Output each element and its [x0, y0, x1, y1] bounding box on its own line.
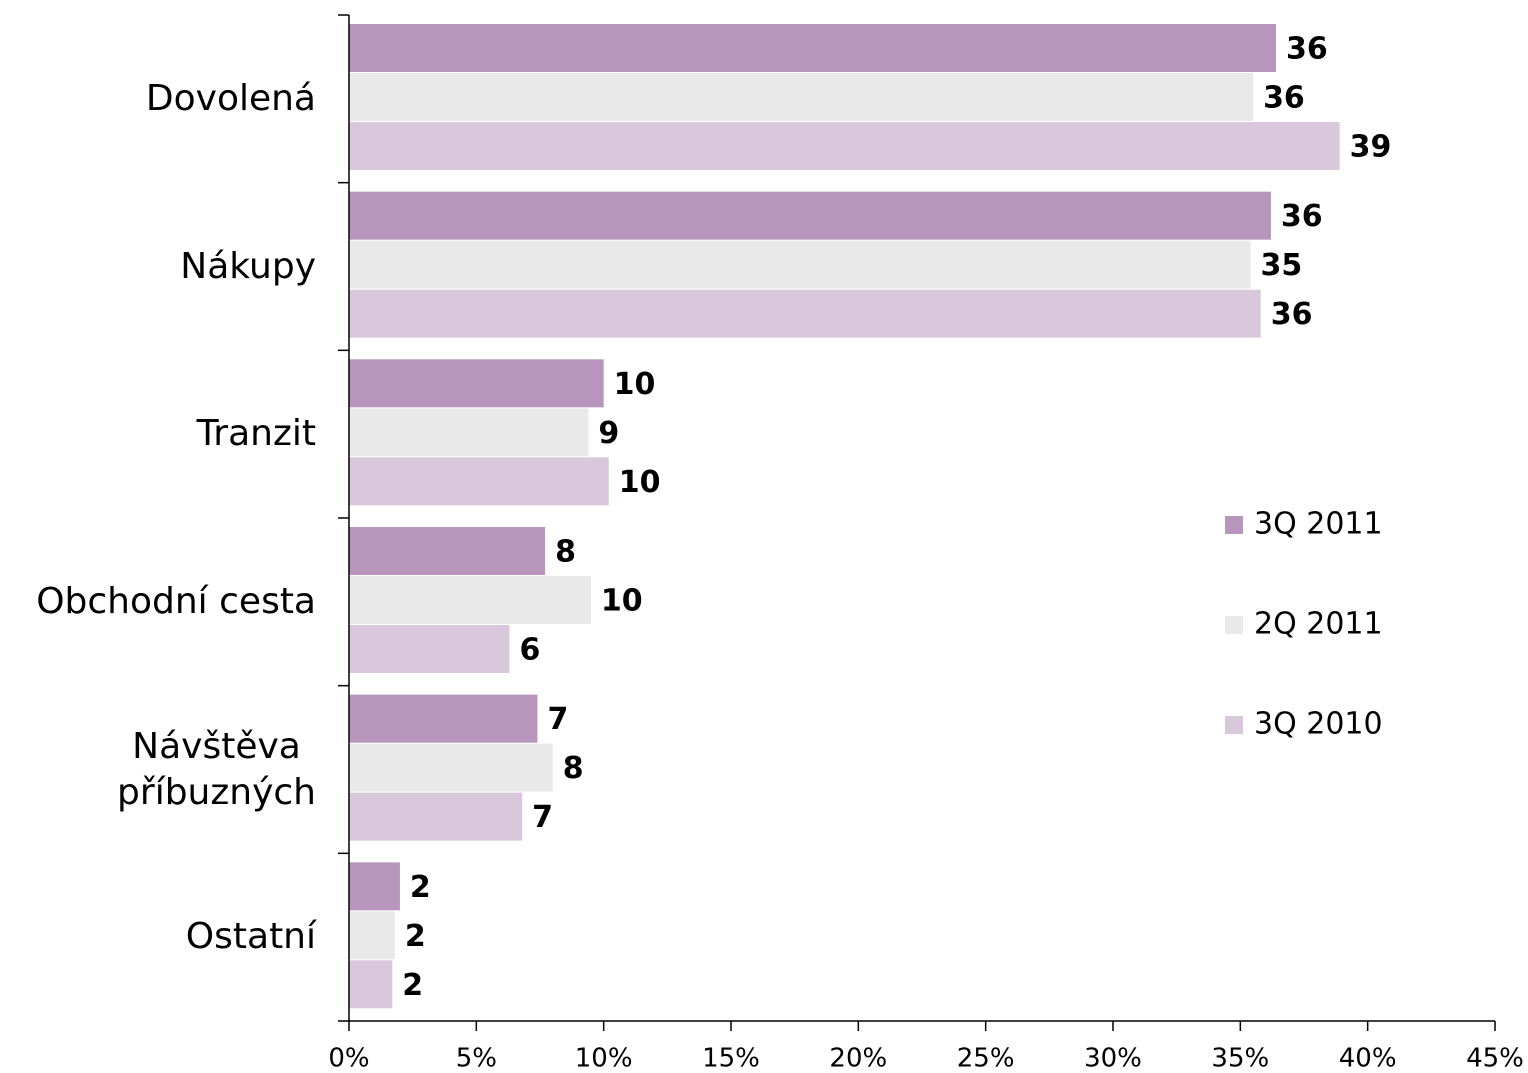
- x-tick-label: 45%: [1466, 1044, 1524, 1073]
- value-label: 39: [1350, 130, 1392, 165]
- bar: [349, 694, 538, 743]
- legend-swatch: [1225, 616, 1243, 634]
- bar: [349, 576, 591, 624]
- x-tick-label: 10%: [575, 1044, 633, 1073]
- value-label: 2: [405, 919, 426, 954]
- bar: [349, 359, 604, 408]
- x-tick-label: 30%: [1084, 1044, 1142, 1073]
- category-label: Nákupy: [180, 245, 316, 287]
- category-label: Tranzit: [196, 413, 316, 455]
- value-label: 36: [1271, 297, 1313, 332]
- bar: [349, 743, 553, 792]
- bar: [349, 862, 400, 911]
- category-label: Dovolená: [145, 77, 316, 119]
- bar: [349, 24, 1276, 72]
- value-label: 10: [614, 367, 656, 402]
- bar: [349, 122, 1340, 170]
- value-label: 36: [1263, 81, 1305, 116]
- category-label: Ostatní: [185, 916, 316, 958]
- value-label: 7: [547, 702, 568, 737]
- bar: [349, 289, 1261, 338]
- bar: [349, 240, 1251, 289]
- x-tick-label: 35%: [1211, 1044, 1269, 1073]
- bar: [349, 408, 589, 457]
- x-tick-label: 25%: [957, 1044, 1015, 1073]
- legend-label: 3Q 2010: [1254, 707, 1383, 742]
- value-label: 9: [598, 416, 619, 451]
- bar: [349, 960, 393, 1009]
- value-label: 10: [601, 584, 643, 619]
- legend-swatch: [1225, 516, 1243, 534]
- category-label: Návštěva příbuzných: [117, 725, 316, 813]
- value-label: 2: [402, 968, 423, 1003]
- x-tick-label: 0%: [328, 1044, 369, 1073]
- value-label: 36: [1286, 32, 1328, 67]
- value-label: 8: [555, 535, 576, 570]
- x-tick-label: 15%: [702, 1044, 760, 1073]
- value-label: 6: [519, 633, 540, 668]
- legend-label: 2Q 2011: [1254, 607, 1383, 642]
- value-label: 36: [1281, 199, 1323, 234]
- value-label: 7: [532, 800, 553, 835]
- bar: [349, 191, 1271, 240]
- x-tick-label: 20%: [829, 1044, 887, 1073]
- bar: [349, 527, 546, 575]
- bar: [349, 911, 395, 960]
- bar: [349, 73, 1254, 121]
- x-tick-label: 5%: [456, 1044, 497, 1073]
- category-label: Obchodní cesta: [36, 580, 316, 622]
- x-tick-label: 40%: [1339, 1044, 1397, 1073]
- bar: [349, 457, 609, 506]
- value-label: 10: [619, 465, 661, 500]
- legend-label: 3Q 2011: [1254, 507, 1383, 542]
- bar: [349, 792, 523, 841]
- value-label: 2: [410, 870, 431, 905]
- legend-swatch: [1225, 716, 1243, 734]
- value-label: 35: [1261, 248, 1303, 283]
- bar: [349, 625, 510, 673]
- value-label: 8: [563, 751, 584, 786]
